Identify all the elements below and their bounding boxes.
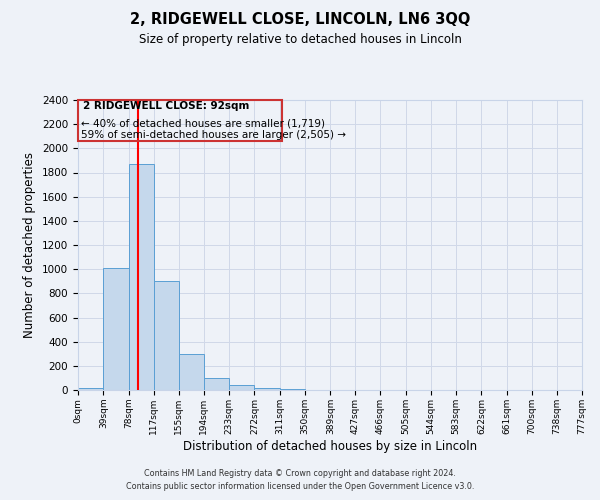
Bar (78, 100, 283, 141)
X-axis label: Distribution of detached houses by size in Lincoln: Distribution of detached houses by size … (183, 440, 477, 452)
Bar (103, 268, 128, 390)
Bar (254, 388, 280, 390)
Text: 2 RIDGEWELL CLOSE: 92sqm: 2 RIDGEWELL CLOSE: 92sqm (83, 102, 250, 112)
Text: ← 40% of detached houses are smaller (1,719): ← 40% of detached houses are smaller (1,… (80, 118, 325, 128)
Bar (128, 164, 154, 390)
Text: 59% of semi-detached houses are larger (2,505) →: 59% of semi-detached houses are larger (… (80, 130, 346, 140)
Bar (154, 281, 179, 390)
Text: Size of property relative to detached houses in Lincoln: Size of property relative to detached ho… (139, 32, 461, 46)
Bar (179, 354, 204, 390)
Bar (78, 388, 103, 390)
Text: Contains HM Land Registry data © Crown copyright and database right 2024.: Contains HM Land Registry data © Crown c… (144, 468, 456, 477)
Y-axis label: Number of detached properties: Number of detached properties (23, 152, 37, 338)
Bar (229, 384, 254, 390)
Bar (204, 378, 229, 390)
Text: Contains public sector information licensed under the Open Government Licence v3: Contains public sector information licen… (126, 482, 474, 491)
Text: 2, RIDGEWELL CLOSE, LINCOLN, LN6 3QQ: 2, RIDGEWELL CLOSE, LINCOLN, LN6 3QQ (130, 12, 470, 28)
